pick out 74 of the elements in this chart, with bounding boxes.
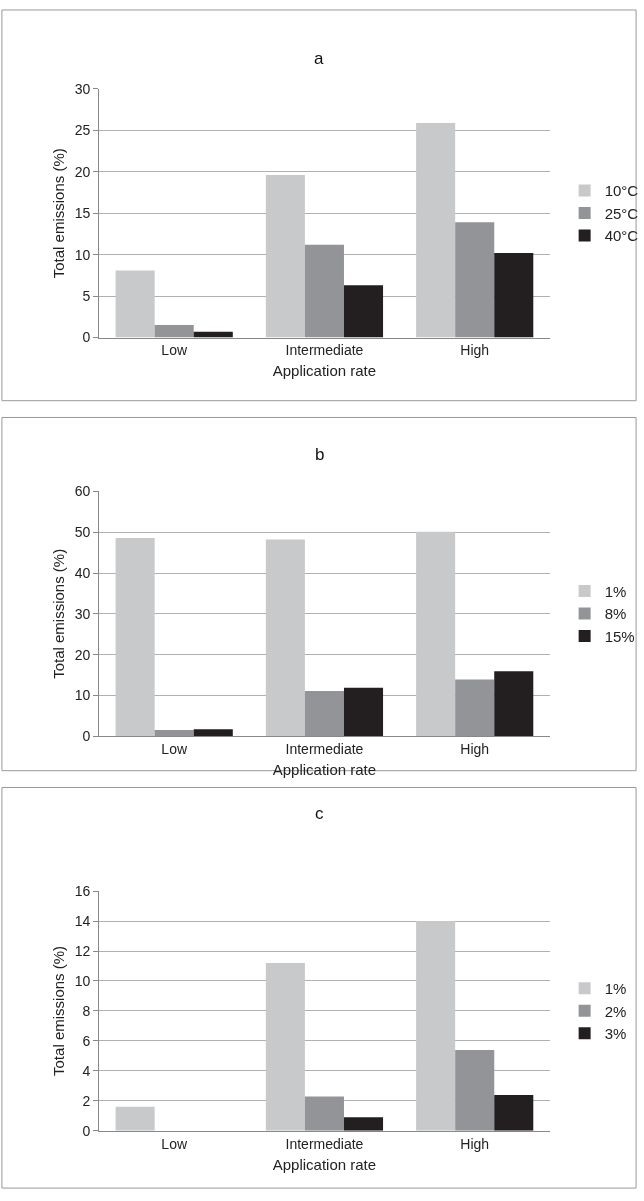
bar bbox=[494, 253, 534, 338]
bar bbox=[265, 539, 305, 737]
legend-label: 25°C bbox=[604, 204, 639, 222]
bar bbox=[416, 122, 456, 338]
legend-label: 1% bbox=[604, 582, 627, 600]
legend-label: 40°C bbox=[604, 227, 639, 245]
bar bbox=[265, 175, 305, 338]
y-tick-label: 12 bbox=[74, 942, 91, 959]
bar bbox=[115, 270, 155, 338]
y-tick-label: 2 bbox=[82, 1092, 91, 1109]
bar bbox=[494, 1094, 534, 1131]
y-tick-label: 4 bbox=[82, 1062, 91, 1079]
y-tick-label: 0 bbox=[82, 1122, 91, 1139]
y-tick-label: 30 bbox=[74, 80, 91, 97]
chart-title: b bbox=[315, 445, 325, 464]
bar bbox=[343, 687, 384, 737]
y-tick-label: 0 bbox=[82, 728, 91, 745]
x-axis-title: Application rate bbox=[272, 1155, 377, 1173]
bar bbox=[193, 729, 233, 737]
y-tick-label: 30 bbox=[74, 605, 91, 622]
bar bbox=[343, 285, 384, 338]
y-tick-label: 20 bbox=[74, 646, 91, 663]
x-tick-label: High bbox=[460, 1135, 490, 1152]
bar bbox=[416, 531, 456, 737]
x-axis-title: Application rate bbox=[272, 760, 377, 778]
x-tick-label: Intermediate bbox=[285, 342, 364, 359]
y-axis-title: Total emissions (%) bbox=[49, 548, 67, 679]
bar bbox=[455, 222, 495, 338]
legend-label: 15% bbox=[604, 627, 635, 645]
y-tick-label: 8 bbox=[82, 1002, 91, 1019]
y-tick-label: 6 bbox=[82, 1032, 91, 1049]
y-tick-label: 20 bbox=[74, 163, 91, 180]
bar bbox=[154, 730, 194, 737]
legend-label: 1% bbox=[604, 980, 627, 998]
bar bbox=[154, 325, 194, 338]
y-tick-label: 40 bbox=[74, 564, 91, 581]
y-tick-label: 25 bbox=[74, 122, 91, 139]
x-tick-label: High bbox=[460, 740, 490, 757]
bar bbox=[304, 1096, 344, 1131]
legend-label: 3% bbox=[604, 1025, 627, 1043]
x-tick-label: Low bbox=[161, 1135, 188, 1152]
bar bbox=[416, 921, 456, 1131]
y-tick-label: 60 bbox=[74, 483, 91, 500]
x-tick-label: Low bbox=[161, 342, 188, 359]
y-tick-label: 14 bbox=[74, 912, 91, 929]
legend-label: 10°C bbox=[604, 182, 639, 200]
y-tick-label: 16 bbox=[74, 882, 91, 899]
bar bbox=[115, 1106, 155, 1131]
y-tick-label: 15 bbox=[74, 205, 91, 222]
chart-title: a bbox=[314, 49, 324, 68]
legend-label: 2% bbox=[604, 1002, 627, 1020]
bar bbox=[304, 690, 344, 737]
y-tick-label: 10 bbox=[74, 972, 91, 989]
bar bbox=[265, 963, 305, 1131]
y-axis-title: Total emissions (%) bbox=[49, 148, 67, 279]
x-tick-label: Low bbox=[161, 740, 188, 757]
x-axis-title: Application rate bbox=[272, 362, 377, 380]
bar bbox=[343, 1117, 384, 1131]
chart-title: c bbox=[315, 804, 324, 823]
legend-label: 8% bbox=[604, 605, 627, 623]
y-axis-title: Total emissions (%) bbox=[49, 945, 67, 1076]
bar bbox=[455, 679, 495, 737]
y-tick-label: 10 bbox=[74, 246, 91, 263]
bar bbox=[304, 244, 344, 338]
y-tick-label: 50 bbox=[74, 524, 91, 541]
x-tick-label: Intermediate bbox=[285, 1135, 364, 1152]
bar bbox=[115, 537, 155, 737]
y-tick-label: 5 bbox=[82, 288, 91, 305]
y-tick-label: 10 bbox=[74, 687, 91, 704]
x-tick-label: Intermediate bbox=[285, 740, 364, 757]
bar bbox=[494, 671, 534, 737]
y-tick-label: 0 bbox=[82, 329, 91, 346]
x-tick-label: High bbox=[460, 342, 490, 359]
bar bbox=[455, 1049, 495, 1131]
